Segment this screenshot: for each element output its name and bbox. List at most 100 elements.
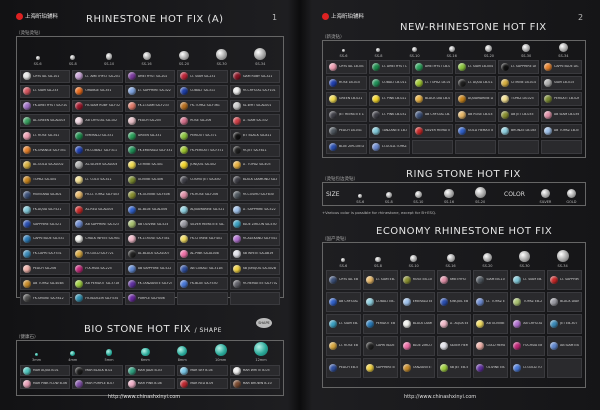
color-name: CRYSTAL EB-101 [339, 278, 358, 282]
website-url[interactable]: http://www.chinashxinyi.com [404, 394, 477, 400]
color-swatch-cell: SILVER HEMATITE SA-702 [177, 217, 228, 231]
size-label: 4mm [68, 358, 78, 362]
color-name: FK.TANZANITE SA-F251 [137, 281, 173, 285]
color-swatch-cell [229, 291, 280, 305]
website-url[interactable]: http://www.chinashxinyi.com [108, 394, 181, 400]
color-swatch-cell: LT. SAPPHIRE SA-322 [124, 84, 176, 98]
size-sample: SS-8 [69, 54, 77, 66]
stone-swatch-icon [180, 264, 189, 273]
stone-size-icon [341, 258, 346, 262]
size-sample: SS-8 [374, 48, 382, 58]
color-name: FK.TOPAZ SA-F361 [190, 104, 220, 108]
color-swatch-cell: LT. SAPPHIRE EB-107 [547, 270, 582, 290]
stone-swatch-icon [439, 320, 448, 328]
stone-swatch-icon [180, 379, 189, 388]
stone-swatch-icon [75, 190, 84, 199]
color-swatch-cell: FK.TANZANITE SA-F251 [124, 277, 176, 290]
color-name: LT. ROSE SA-341 [33, 133, 60, 137]
color-name: AB JONQUIL SA-402B [242, 266, 276, 270]
color-swatch-cell: TANZANITE EB-503 [399, 358, 435, 378]
color-name: LT. TOPAZ LB-012 [425, 81, 450, 85]
color-swatch-cell: PERIDOT SA-371 [177, 129, 228, 142]
color-name: CITRINE LB-014 [511, 81, 536, 85]
color-name: CHALK WHITE SA-901 [85, 237, 120, 241]
stone-size-icon [70, 351, 76, 356]
size-label: SS-34 [255, 62, 266, 66]
color-swatch-cell: FK.SMOKE SA-F812 [20, 291, 71, 305]
color-name: LT. SIAM SA-332 [242, 118, 268, 122]
color-swatch-cell: FK.EMERALD SA-F331 [124, 143, 176, 157]
stone-swatch-icon [402, 342, 411, 350]
color-name: JONQUIL EB-204 [449, 300, 469, 304]
economy-title: ECONOMY RHINESTONE HOT FIX [376, 226, 553, 237]
size-sample: SS-10 [104, 53, 114, 66]
stone-swatch-icon [180, 366, 189, 375]
color-swatch-cell: OLIVINE EB-505 [473, 358, 509, 378]
color-swatch-cell: LT. TOPAZ SA-403 [229, 158, 280, 172]
size-label: SS-20 [482, 264, 493, 268]
stone-swatch-icon [23, 175, 31, 184]
color-name: AQUAMARINE LB-024 [468, 97, 493, 101]
stone-swatch-icon [23, 161, 31, 170]
stone-swatch-icon [75, 146, 84, 155]
color-swatch-cell: ORANGE SA-351 [72, 84, 123, 98]
stone-size-icon [485, 45, 493, 52]
color-name: AL.PINK SA-AL008 [190, 252, 219, 256]
color-swatch-cell: FK.CRYSTAL SA-F101 [229, 84, 280, 98]
size-label: SS-16 [443, 200, 455, 204]
stone-swatch-icon [544, 63, 552, 71]
stone-swatch-icon [501, 79, 509, 87]
color-name: LT. SIAM SA-233 [33, 89, 59, 93]
size-label: SS-16 [445, 264, 456, 268]
color-swatch-cell: LT. SIAM SA-231 [177, 70, 228, 83]
stone-size-icon [358, 194, 363, 198]
stone-swatch-icon [180, 175, 189, 184]
size-sample: 5mm [105, 349, 114, 362]
color-name: AB JET LB-035 [511, 113, 534, 117]
color-swatch-cell: PERIDOT EB-302 [362, 314, 398, 334]
color-swatch-cell: LT. SIAM LB-004 [455, 60, 496, 74]
color-name: AL.GOLD SA-AL002 [33, 163, 64, 167]
stone-swatch-icon [75, 101, 84, 110]
color-swatch-cell: EMERALD SA-331 [72, 129, 123, 142]
size-label: SS-10 [409, 54, 420, 58]
color-name: AB OLIVINE SA-524 [137, 222, 169, 226]
stone-swatch-icon [180, 249, 189, 258]
stone-swatch-icon [513, 298, 522, 306]
stone-swatch-icon [127, 161, 136, 170]
color-name: GREEN SA-331 [137, 133, 162, 137]
stone-swatch-icon [180, 116, 189, 125]
color-name: FK.JET SA-F811 [242, 148, 267, 152]
stone-swatch-icon [127, 101, 136, 110]
stone-swatch-icon [23, 72, 31, 81]
stone-swatch-icon [23, 131, 31, 140]
stone-swatch-icon [544, 127, 552, 135]
economy-grid: CRYSTAL EB-101 LT. SIAM EB-102 ROSE EB-103… [326, 270, 582, 378]
color-swatch-cell: FK.COBALT SA-F311 [72, 143, 123, 157]
size-sample: SS-34 [254, 48, 267, 66]
size-label: SS-34 [558, 54, 569, 58]
color-swatch-cell: AMETHYST EB-104 [436, 270, 472, 290]
stone-swatch-icon [75, 264, 84, 273]
size-sample: SS-34 [558, 43, 568, 58]
color-swatch-cell [455, 140, 496, 154]
size-sample: SS-6 [356, 194, 364, 204]
color-name: LT. TOPAZ EB-205 [486, 300, 505, 304]
color-name: BLUE ZIRCON LB-051 [339, 145, 364, 149]
stone-size-icon [35, 353, 39, 356]
color-name: LT. COLO SA-411 [85, 178, 112, 182]
size-sample: SS-20 [474, 187, 486, 204]
color-name: AB SAPPHIRE SA-522 [137, 266, 172, 270]
color-name: LT. AQUA LB-013 [468, 81, 493, 85]
stone-swatch-icon [127, 279, 136, 288]
color-name: BLACK DIAMOND SA-820 [242, 178, 277, 182]
color-swatch-cell: MAR RED B-09 [177, 378, 228, 389]
color-swatch-cell: LT. AMETHYST SA-201 [72, 70, 123, 83]
size-sample: 6mm [141, 347, 150, 362]
size-label: SS-10 [104, 62, 115, 66]
color-swatch-cell: LT.GOLD.TOPAZ EB-506 [510, 358, 546, 378]
size-sample: 8mm [177, 345, 188, 362]
color-swatch-cell: FK.SIAM RUBY SA-F321 [72, 99, 123, 113]
stone-swatch-icon [180, 190, 189, 199]
size-sample: SS-30 [521, 44, 531, 58]
